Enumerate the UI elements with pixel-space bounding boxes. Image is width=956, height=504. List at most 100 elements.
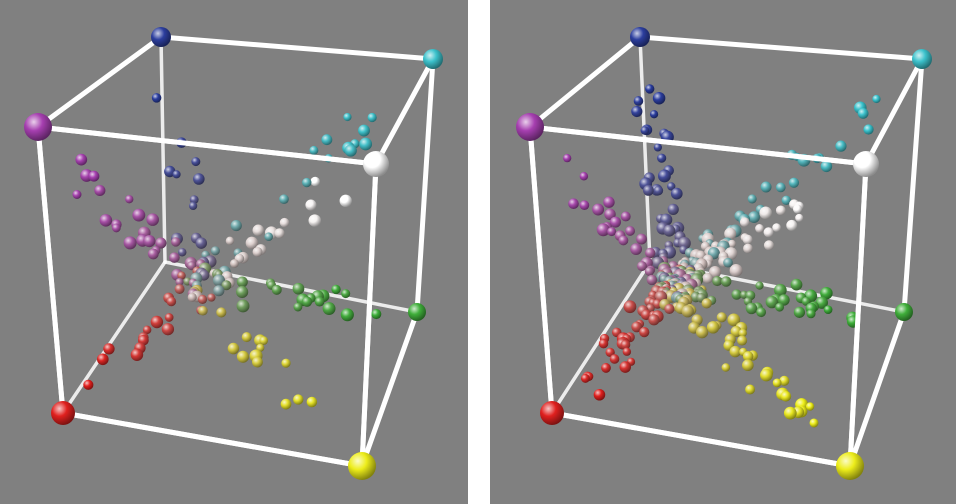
cube-edge (527, 34, 643, 130)
color-point (706, 321, 720, 334)
color-point (727, 239, 736, 249)
color-point (111, 223, 121, 233)
color-point (774, 283, 787, 297)
color-point (321, 134, 333, 146)
color-point (580, 373, 590, 383)
color-point (166, 296, 177, 307)
color-point (227, 342, 240, 355)
color-point (252, 356, 263, 368)
color-point (631, 321, 643, 333)
color-point (645, 247, 656, 259)
cube-edge (637, 34, 925, 62)
color-point (646, 274, 658, 286)
color-point (729, 263, 743, 277)
color-point (790, 278, 803, 291)
color-point (781, 195, 792, 205)
color-point (823, 305, 833, 314)
cube-edge (549, 410, 853, 469)
color-point (775, 182, 786, 193)
color-point (310, 176, 320, 187)
cube-edge (638, 35, 652, 264)
color-point (664, 303, 675, 315)
color-point (742, 351, 754, 362)
color-point (579, 200, 590, 210)
color-point (601, 363, 611, 373)
cube-edge (847, 161, 869, 469)
color-point (230, 259, 239, 268)
color-point (765, 295, 779, 309)
color-point (623, 300, 637, 314)
color-point (195, 237, 208, 249)
color-point (775, 205, 786, 216)
color-point (745, 302, 758, 315)
vertex-sphere-cyan (423, 49, 443, 69)
color-point (695, 326, 709, 339)
color-point (742, 359, 754, 372)
color-point (593, 388, 606, 401)
color-point (763, 240, 775, 251)
cube-vertices (516, 27, 932, 480)
color-point (775, 302, 785, 312)
cube-front-edges (35, 124, 379, 469)
color-point (820, 160, 833, 173)
color-point (788, 177, 800, 188)
color-point (636, 261, 647, 272)
color-point (75, 153, 88, 166)
color-point (191, 157, 201, 167)
color-point (731, 289, 742, 300)
color-point (308, 214, 322, 227)
rgb-cube-sparse-render (24, 27, 443, 480)
color-point (178, 248, 187, 257)
color-point (631, 105, 643, 118)
color-point (274, 228, 285, 239)
color-point (645, 84, 655, 94)
color-point (177, 271, 186, 280)
vertex-sphere-red (51, 401, 75, 425)
color-point (607, 227, 617, 237)
color-point (147, 248, 159, 260)
color-point (618, 235, 629, 246)
color-point (747, 194, 757, 204)
cube-front-edges (527, 124, 869, 469)
color-point (293, 394, 304, 405)
cube-edge (527, 124, 555, 416)
color-point (701, 298, 712, 309)
color-point (189, 195, 199, 205)
color-point (792, 204, 803, 214)
color-point (780, 390, 792, 402)
color-point (305, 199, 317, 211)
color-point (835, 140, 847, 152)
color-point (322, 302, 336, 316)
vertex-sphere-white (853, 151, 879, 177)
color-point (745, 384, 756, 395)
color-point (681, 305, 694, 318)
cube-edge (863, 56, 925, 167)
color-point (783, 406, 797, 420)
color-point (83, 379, 94, 390)
color-point (331, 284, 341, 295)
color-point (230, 219, 242, 232)
color-point (302, 177, 312, 188)
color-point (649, 110, 659, 119)
color-point (88, 170, 100, 182)
color-point (198, 306, 208, 316)
color-point (343, 112, 352, 122)
color-point (760, 368, 773, 382)
cube-vertices (24, 27, 443, 480)
cube-edge (373, 56, 436, 167)
color-point (341, 289, 351, 299)
cube-edge (35, 124, 66, 416)
color-point (755, 281, 764, 290)
color-point (301, 296, 313, 307)
color-point (236, 350, 250, 363)
color-point (359, 137, 373, 151)
color-point (344, 144, 357, 157)
cube-edge (359, 309, 420, 469)
color-point-cloud (72, 93, 382, 410)
color-point (252, 246, 263, 257)
cube-edge (60, 410, 365, 469)
color-point (793, 306, 806, 318)
color-point (809, 418, 819, 428)
color-point (743, 243, 753, 254)
color-point (795, 213, 804, 222)
